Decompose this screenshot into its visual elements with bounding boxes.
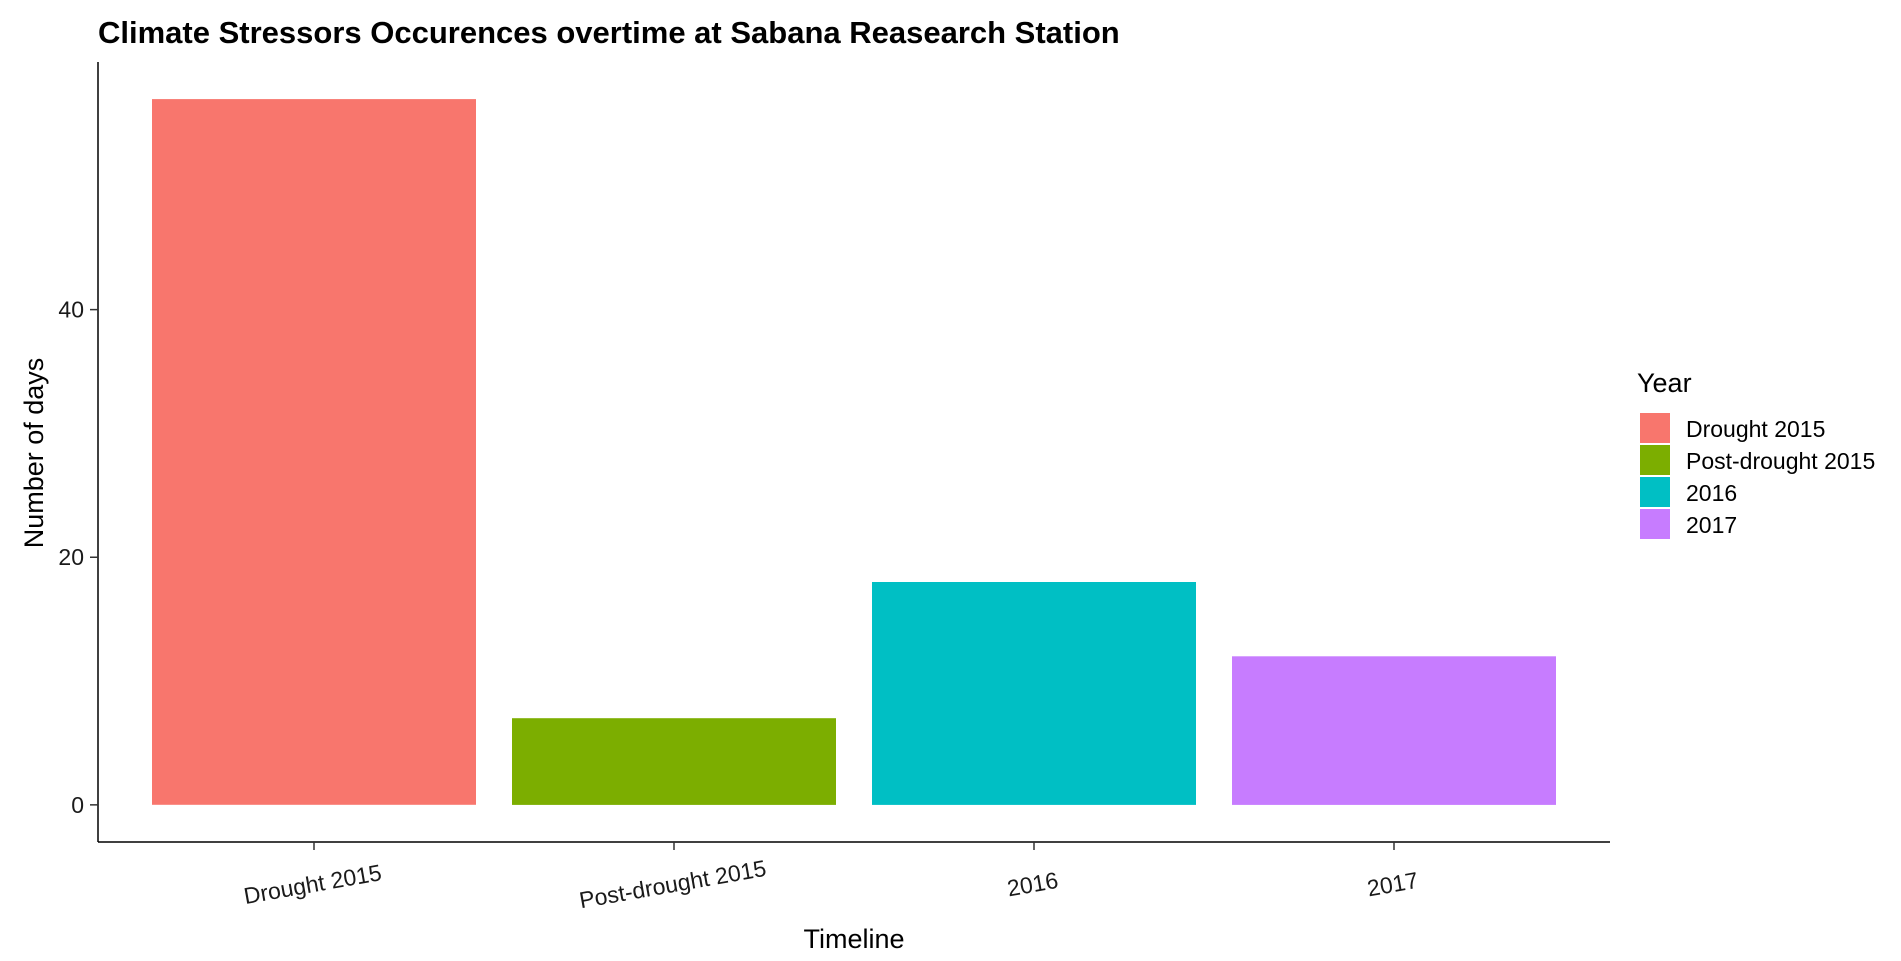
x-axis-title: Timeline — [803, 924, 904, 954]
x-tick-label: 2017 — [1365, 867, 1420, 901]
x-tick-label: 2016 — [1005, 867, 1060, 901]
bar-post-drought-2015 — [512, 718, 836, 805]
plot-area — [152, 99, 1556, 805]
y-tick-label: 0 — [71, 792, 84, 818]
legend-label: Drought 2015 — [1686, 416, 1825, 442]
x-axis-ticks: Drought 2015 Post-drought 2015 2016 2017 — [242, 842, 1420, 913]
y-tick-label: 20 — [58, 544, 84, 570]
legend-swatch — [1640, 477, 1670, 507]
legend-swatch — [1640, 445, 1670, 475]
bar-2016 — [872, 582, 1196, 805]
y-axis-title: Number of days — [19, 358, 49, 549]
y-tick-label: 40 — [58, 297, 84, 323]
legend-items: Drought 2015 Post-drought 2015 2016 2017 — [1640, 413, 1875, 539]
bar-2017 — [1232, 656, 1556, 805]
legend-label: Post-drought 2015 — [1686, 448, 1875, 474]
legend-label: 2017 — [1686, 512, 1737, 538]
legend-label: 2016 — [1686, 480, 1737, 506]
legend: Year Drought 2015 Post-drought 2015 2016 20… — [1637, 368, 1875, 539]
legend-title: Year — [1637, 368, 1692, 398]
y-axis-ticks: 0 20 40 — [58, 297, 98, 818]
legend-swatch — [1640, 413, 1670, 443]
bar-drought-2015 — [152, 99, 476, 805]
x-tick-label: Drought 2015 — [242, 859, 384, 909]
legend-swatch — [1640, 509, 1670, 539]
chart-title: Climate Stressors Occurences overtime at… — [98, 15, 1120, 50]
x-tick-label: Post-drought 2015 — [577, 855, 768, 913]
